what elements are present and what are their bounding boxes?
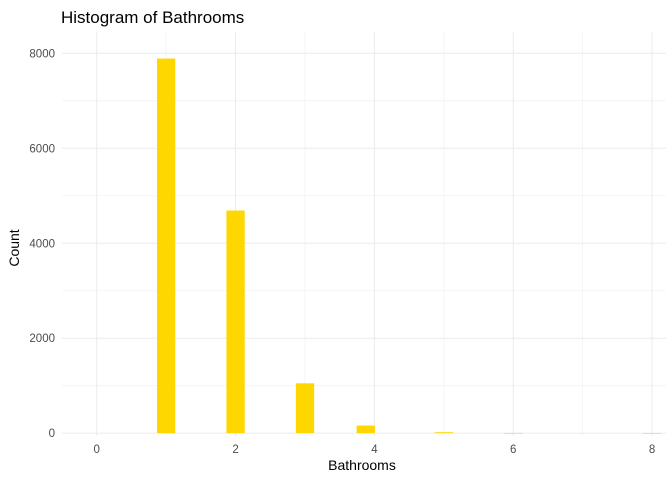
y-axis-ticks: 0 2000 4000 6000 8000 [29, 48, 55, 440]
histogram-bar [356, 425, 375, 434]
y-tick-label: 6000 [29, 143, 55, 155]
x-tick-label: 6 [510, 444, 516, 456]
histogram-bar [642, 433, 662, 434]
histogram-bar [156, 58, 176, 434]
histogram-bar [295, 383, 315, 434]
y-tick-label: 4000 [29, 238, 55, 250]
histogram-bar [226, 210, 245, 434]
grid-lines [62, 32, 666, 436]
x-axis-title: Bathrooms [328, 457, 396, 473]
x-axis-ticks: 0 2 4 6 8 [94, 444, 656, 456]
histogram-bar [504, 432, 523, 434]
x-tick-label: 2 [232, 444, 238, 456]
histogram-bar [434, 432, 453, 434]
x-tick-label: 4 [371, 444, 378, 456]
histogram-bars [156, 58, 662, 434]
chart-title: Histogram of Bathrooms [61, 8, 244, 27]
y-tick-label: 8000 [29, 48, 55, 60]
y-tick-label: 2000 [29, 333, 55, 345]
x-tick-label: 0 [94, 444, 100, 456]
x-tick-label: 8 [649, 444, 655, 456]
y-axis-title: Count [6, 229, 22, 266]
y-tick-label: 0 [49, 428, 55, 440]
